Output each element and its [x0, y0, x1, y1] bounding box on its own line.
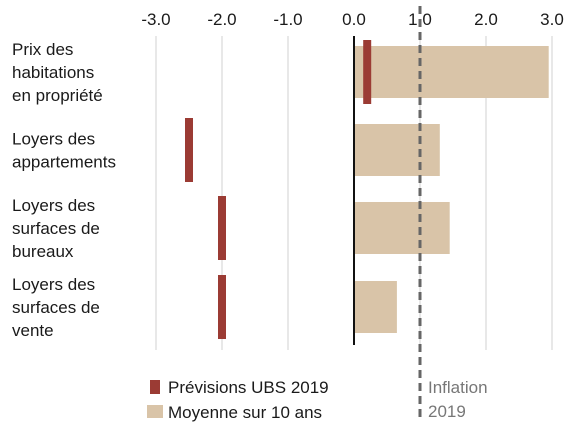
category-label: vente	[12, 321, 54, 340]
legend-swatch-forecast	[150, 380, 160, 394]
category-label: appartements	[12, 153, 116, 172]
x-tick-label: -3.0	[141, 10, 170, 29]
legend: Prévisions UBS 2019 Moyenne sur 10 ans	[147, 378, 329, 422]
category-label: Loyers des	[12, 196, 95, 215]
average-bars	[354, 46, 549, 333]
forecast-bar	[218, 196, 226, 260]
forecast-bar	[218, 275, 226, 339]
x-tick-label: 2.0	[474, 10, 498, 29]
average-bar	[354, 46, 549, 98]
inflation-label-line: Inflation	[428, 378, 488, 397]
forecast-bars	[185, 40, 372, 339]
category-label: habitations	[12, 63, 94, 82]
category-label: Loyers des	[12, 275, 95, 294]
legend-label-forecast: Prévisions UBS 2019	[168, 378, 329, 397]
inflation-label-line: 2019	[428, 402, 466, 421]
category-label: Loyers des	[12, 130, 95, 149]
category-label: surfaces de	[12, 219, 100, 238]
category-label: en propriété	[12, 86, 103, 105]
x-tick-label: -2.0	[207, 10, 236, 29]
category-label: Prix des	[12, 40, 73, 59]
x-tick-label: 0.0	[342, 10, 366, 29]
average-bar	[354, 124, 440, 176]
legend-swatch-average	[147, 405, 163, 418]
x-tick-label: 3.0	[540, 10, 564, 29]
inflation-label: Inflation 2019	[428, 378, 488, 421]
forecast-bar	[363, 40, 372, 104]
forecast-bar	[185, 118, 193, 182]
average-bar	[354, 202, 450, 254]
category-label: bureaux	[12, 242, 74, 261]
x-tick-labels: -3.0-2.0-1.00.01.02.03.0	[141, 10, 563, 29]
category-label: surfaces de	[12, 298, 100, 317]
legend-label-average: Moyenne sur 10 ans	[168, 403, 322, 422]
average-bar	[354, 281, 397, 333]
x-tick-label: -1.0	[273, 10, 302, 29]
category-labels: Prix des habitations en propriété Loyers de…	[12, 40, 116, 340]
